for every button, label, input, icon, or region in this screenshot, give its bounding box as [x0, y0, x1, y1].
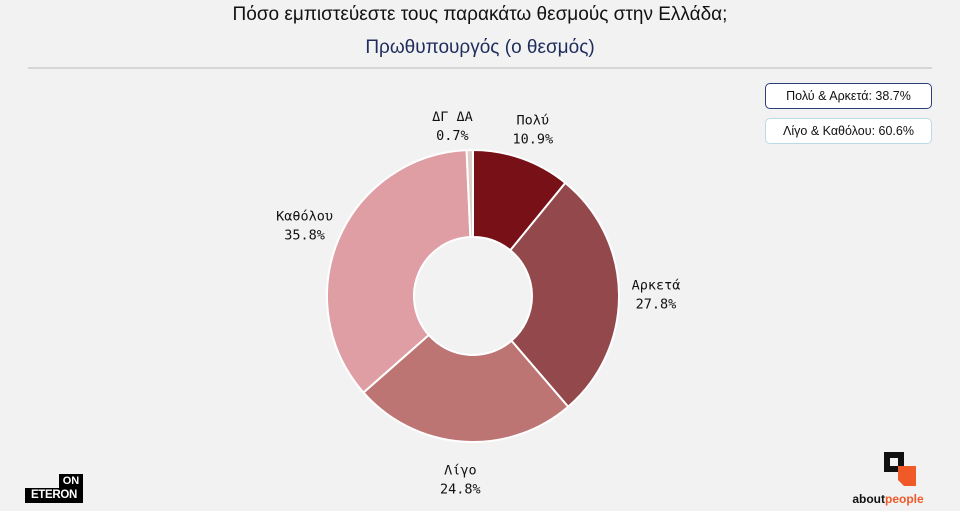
slice-ligo [362, 333, 570, 443]
slice-label-value-ligo: 24.8% [440, 482, 481, 498]
aboutpeople-logo: aboutpeople [836, 452, 940, 508]
aboutpeople-mark-icon [884, 452, 916, 486]
slice-label-ligo: Λίγο 24.8% [440, 463, 481, 498]
slice-label-value-poly: 10.9% [512, 131, 553, 147]
slice-dg-da [465, 148, 474, 239]
chart-title: Πόσο εμπιστεύεστε τους παρακάτω θεσμούς … [232, 4, 728, 25]
slice-label-name-poly: Πολύ [517, 112, 550, 128]
summary-positive-badge: Πολύ & Αρκετά: 38.7% [765, 83, 932, 109]
slice-label-value-dg-da: 0.7% [436, 128, 469, 144]
slice-label-value-arketa: 27.8% [636, 297, 677, 313]
aboutpeople-wordmark: aboutpeople [836, 492, 940, 506]
slice-label-katholou: Καθόλου 35.8% [276, 208, 333, 243]
aboutpeople-prefix: about [852, 492, 885, 506]
slice-label-value-katholou: 35.8% [284, 227, 325, 243]
slice-label-dg-da: ΔΓ ΔΑ 0.7% [432, 109, 473, 144]
chart-subtitle: Πρωθυπουργός (ο θεσμός) [365, 37, 595, 58]
summary-negative-badge: Λίγο & Καθόλου: 60.6% [765, 118, 932, 144]
slice-label-arketa: Αρκετά 27.8% [632, 278, 681, 313]
slice-label-poly: Πολύ 10.9% [512, 112, 553, 147]
slice-katholou [326, 149, 472, 394]
slice-arketa [508, 181, 620, 409]
aboutpeople-accent: people [885, 492, 924, 506]
eteron-logo-text: ETERON [25, 488, 83, 503]
slice-label-name-dg-da: ΔΓ ΔΑ [432, 109, 473, 125]
slice-label-name-arketa: Αρκετά [632, 278, 681, 294]
title-divider [28, 67, 932, 69]
eteron-logo: ON ETERON [25, 474, 85, 504]
slice-label-name-katholou: Καθόλου [276, 208, 333, 224]
eteron-logo-on: ON [59, 474, 83, 488]
slice-label-name-ligo: Λίγο [444, 463, 477, 479]
